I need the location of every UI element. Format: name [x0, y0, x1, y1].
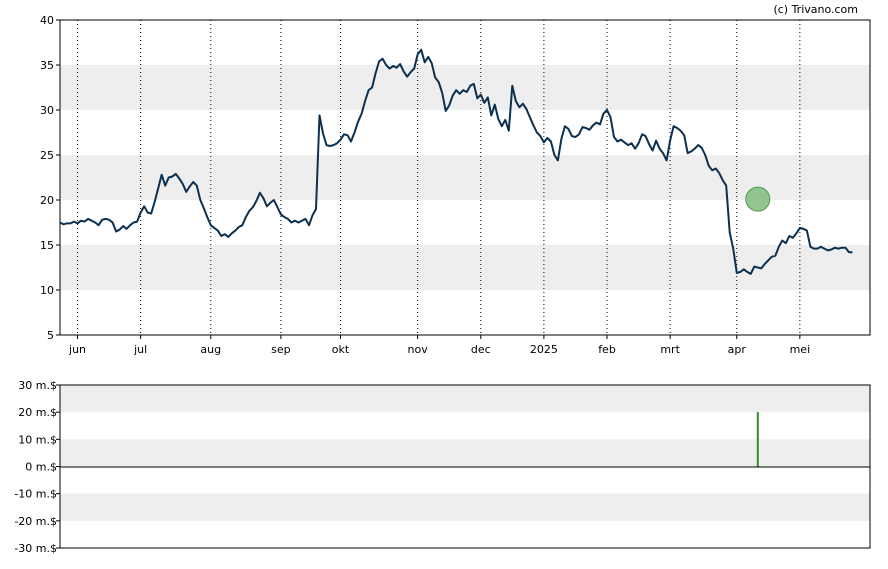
volume-y-tick-label: 10 m.$ [18, 433, 57, 446]
x-tick-label: aug [200, 343, 221, 356]
y-tick-label: 15 [40, 239, 54, 252]
y-tick-label: 25 [40, 149, 54, 162]
y-tick-label: 40 [40, 14, 54, 27]
price-line [59, 48, 853, 275]
volume-band [60, 385, 870, 413]
x-tick-label: apr [728, 343, 747, 356]
x-tick-label: sep [271, 343, 290, 356]
price-y-axis: 5 10 15 20 25 30 35 40 [40, 14, 60, 342]
volume-background-bands [60, 385, 870, 521]
volume-y-tick-label: -20 m.$ [14, 515, 57, 528]
x-tick-label: jun [68, 343, 86, 356]
volume-y-axis: 30 m.$ 20 m.$ 10 m.$ 0 m.$ -10 m.$ -20 m.$ -30… [14, 379, 60, 555]
price-background-bands [60, 65, 870, 290]
price-band [60, 65, 870, 110]
volume-y-tick-label: -10 m.$ [14, 488, 57, 501]
price-month-gridlines [77, 20, 801, 335]
volume-y-tick-label: 0 m.$ [25, 461, 57, 474]
volume-y-tick-label: -30 m.$ [14, 542, 57, 555]
x-tick-label: okt [332, 343, 350, 356]
x-tick-label: nov [408, 343, 429, 356]
y-tick-label: 20 [40, 194, 54, 207]
y-tick-label: 30 [40, 104, 54, 117]
price-x-axis: jun jul aug sep okt nov dec 2025 feb mrt apr mei [68, 335, 810, 356]
x-tick-label: mrt [660, 343, 680, 356]
x-tick-label: feb [598, 343, 616, 356]
y-tick-label: 5 [47, 329, 54, 342]
price-band [60, 155, 870, 200]
event-marker [745, 186, 771, 212]
price-markers [745, 186, 771, 212]
y-tick-label: 35 [40, 59, 54, 72]
price-plot-frame [59, 19, 871, 336]
y-tick-label: 10 [40, 284, 54, 297]
volume-y-tick-label: 20 m.$ [18, 406, 57, 419]
x-tick-label: dec [471, 343, 491, 356]
x-tick-label: jul [133, 343, 147, 356]
watermark-text: (c) Trivano.com [773, 3, 858, 16]
price-band [60, 245, 870, 290]
volume-band [60, 493, 870, 521]
x-tick-label: 2025 [530, 343, 558, 356]
volume-y-tick-label: 30 m.$ [18, 379, 57, 392]
volume-band [60, 439, 870, 467]
x-tick-label: mei [790, 343, 811, 356]
